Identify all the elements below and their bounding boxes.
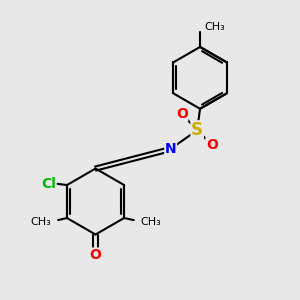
Text: N: N	[165, 142, 176, 156]
Text: CH₃: CH₃	[30, 217, 51, 226]
Text: CH₃: CH₃	[205, 22, 225, 32]
Text: O: O	[206, 138, 218, 152]
Text: S: S	[191, 121, 203, 139]
Text: O: O	[90, 248, 101, 262]
Text: O: O	[176, 107, 188, 121]
Text: CH₃: CH₃	[140, 217, 161, 226]
Text: Cl: Cl	[41, 177, 56, 190]
